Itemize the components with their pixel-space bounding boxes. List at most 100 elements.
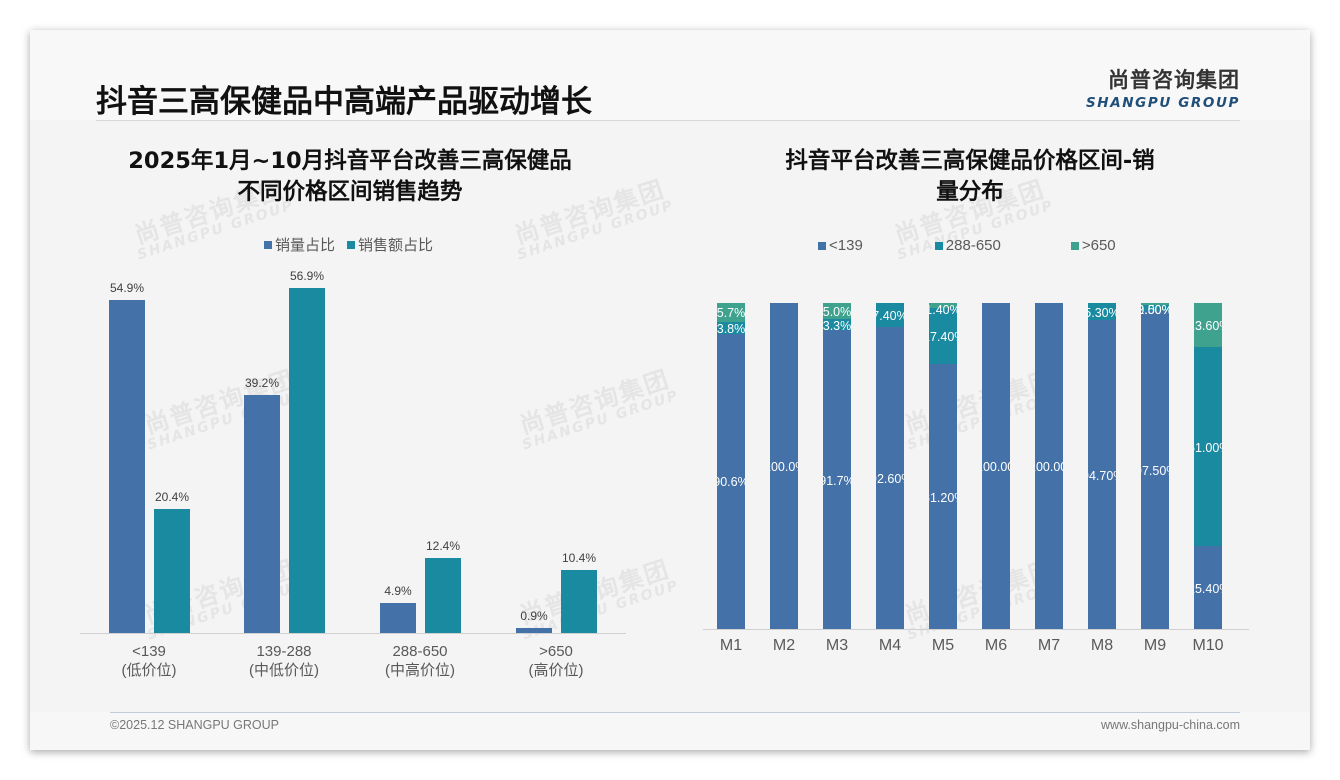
bar-revenue xyxy=(154,509,190,633)
segment-<139 xyxy=(823,330,851,629)
stacked-bar-M2: 100.0% xyxy=(770,303,798,629)
segment-<139 xyxy=(876,327,904,629)
segment-288-650 xyxy=(1141,304,1169,312)
legend-label: 销量占比 xyxy=(275,237,336,254)
right-chart-title-line2: 量分布 xyxy=(936,179,1004,205)
x-axis-label: M4 xyxy=(878,637,902,654)
bar-revenue xyxy=(561,569,597,633)
legend-item-low: <139 xyxy=(818,237,863,254)
watermark-en: SHANGPU GROUP xyxy=(520,387,682,454)
x-axis-label: M2 xyxy=(772,637,796,654)
x-axis-label: M5 xyxy=(931,637,955,654)
left-chart-title-line2: 不同价格区间销售趋势 xyxy=(237,179,463,205)
bar-revenue xyxy=(289,287,325,633)
left-x-axis xyxy=(80,633,626,634)
segment-288-650 xyxy=(1194,347,1222,547)
x-axis-label: M1 xyxy=(719,637,743,654)
category-sublabel: (中低价位) xyxy=(249,662,319,679)
segment-<139 xyxy=(1035,303,1063,629)
header-band xyxy=(30,30,1310,120)
segment-label: 17.40% xyxy=(923,329,966,344)
bar-volume xyxy=(380,603,416,633)
legend-label: 288-650 xyxy=(945,237,1001,254)
segment-<139 xyxy=(770,303,798,629)
legend-swatch-green xyxy=(1070,241,1079,250)
x-axis-label: M9 xyxy=(1143,637,1167,654)
x-axis-label: >650 (高价位) xyxy=(491,642,621,680)
data-label: 10.4% xyxy=(561,550,597,565)
legend-item-mid: 288-650 xyxy=(934,237,1001,254)
segment-label: 1.40% xyxy=(925,303,961,317)
legend-swatch-blue xyxy=(264,240,272,249)
stacked-bar-M9: 97.50% 2.00% 0.50% xyxy=(1141,303,1169,629)
x-axis-label: M7 xyxy=(1037,637,1061,654)
right-chart-title-line1: 抖音平台改善三高保健品价格区间-销 xyxy=(785,148,1155,174)
bar-volume xyxy=(244,395,280,633)
segment->650 xyxy=(1141,303,1169,305)
title-divider xyxy=(96,120,1240,121)
segment-<139 xyxy=(717,333,745,629)
stacked-bar-M10: 25.40% 61.00% 13.60% xyxy=(1194,303,1222,629)
legend-label: >650 xyxy=(1081,237,1116,254)
category-sublabel: (中高价位) xyxy=(385,662,455,679)
segment-label: 3.3% xyxy=(822,318,852,333)
category-label: 139-288 xyxy=(256,643,312,660)
logo-chinese: 尚普咨询集团 xyxy=(1108,68,1240,92)
data-label: 0.9% xyxy=(520,608,548,623)
x-axis-label: M6 xyxy=(984,637,1008,654)
page-title: 抖音三高保健品中高端产品驱动增长 xyxy=(96,84,592,120)
company-logo: 尚普咨询集团 SHANGPU GROUP xyxy=(1086,64,1240,111)
stacked-bar-M1: 90.6% 3.8% 5.7% xyxy=(717,303,745,629)
bar-volume xyxy=(516,627,552,633)
segment-<139 xyxy=(1194,546,1222,629)
watermark-cn: 尚普咨询集团 xyxy=(516,364,674,440)
segment-label: 5.30% xyxy=(1084,305,1120,320)
x-axis-label: M3 xyxy=(825,637,849,654)
footer-divider xyxy=(110,712,1240,713)
right-chart-title: 抖音平台改善三高保健品价格区间-销 量分布 xyxy=(730,146,1210,208)
x-axis-label: 139-288 (中低价位) xyxy=(219,642,349,680)
x-axis-label: M10 xyxy=(1192,637,1224,654)
legend-item-revenue: 销售额占比 xyxy=(347,234,433,255)
category-label: <139 xyxy=(132,643,166,660)
segment-label: 90.6% xyxy=(713,475,749,490)
segment->650 xyxy=(929,303,957,308)
stacked-bar-M4: 92.60% 7.40% xyxy=(876,303,904,629)
segment-label: 97.50% xyxy=(1135,464,1178,479)
right-x-axis xyxy=(703,629,1249,630)
segment-label: 91.7% xyxy=(819,473,855,488)
legend-label: 销售额占比 xyxy=(358,237,434,254)
stacked-bar-M7: 100.00% xyxy=(1035,303,1063,629)
category-sublabel: (高价位) xyxy=(528,662,584,679)
legend-swatch-blue xyxy=(818,241,826,250)
x-axis-label: 288-650 (中高价位) xyxy=(355,642,485,680)
segment->650 xyxy=(1194,303,1222,348)
segment-label: 2.00% xyxy=(1137,303,1173,317)
logo-english: SHANGPU GROUP xyxy=(1085,95,1240,111)
segment->650 xyxy=(717,303,745,322)
segment-label: 100.00% xyxy=(1029,460,1079,474)
legend-label: <139 xyxy=(829,237,863,254)
slide: 抖音三高保健品中高端产品驱动增长 尚普咨询集团 SHANGPU GROUP 尚普… xyxy=(30,30,1310,750)
segment-<139 xyxy=(929,364,957,629)
category-sublabel: (低价位) xyxy=(121,662,177,679)
x-axis-label: <139 (低价位) xyxy=(84,642,214,680)
segment-label: 61.00% xyxy=(1188,440,1231,455)
legend-swatch-teal xyxy=(934,241,943,250)
left-chart-legend: 销量占比 销售额占比 xyxy=(264,234,445,255)
watermark-en: SHANGPU GROUP xyxy=(145,387,307,454)
left-chart-title-line1: 2025年1月~10月抖音平台改善三高保健品 xyxy=(128,148,572,174)
segment-label: 92.60% xyxy=(870,472,913,487)
segment->650 xyxy=(823,303,851,320)
data-label: 12.4% xyxy=(425,538,461,553)
footer-copyright: ©2025.12 SHANGPU GROUP xyxy=(110,718,279,732)
right-chart-legend: <139 288-650 >650 xyxy=(818,237,1128,254)
segment-label: 100.00% xyxy=(976,460,1026,474)
stacked-bar-M3: 91.7% 3.3% 5.0% xyxy=(823,303,851,629)
segment-label: 7.40% xyxy=(872,309,908,324)
segment-label: 81.20% xyxy=(923,490,966,505)
bar-volume xyxy=(109,299,145,633)
segment-288-650 xyxy=(717,321,745,334)
segment-288-650 xyxy=(823,319,851,331)
